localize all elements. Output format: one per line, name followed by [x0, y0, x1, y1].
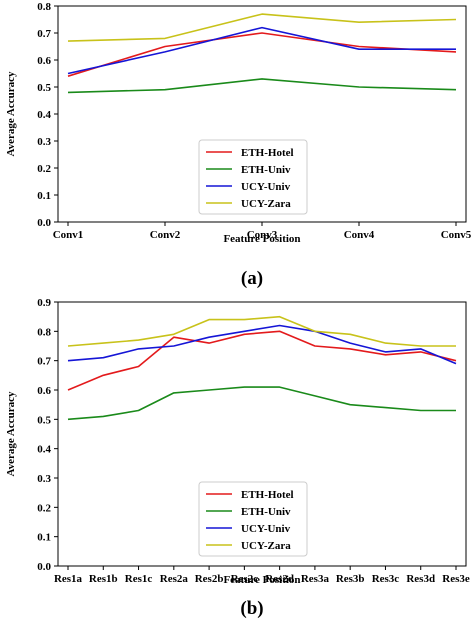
y-tick-label: 0.5: [37, 414, 51, 426]
y-tick-label: 0.7: [37, 356, 51, 368]
x-tick-label: Conv2: [150, 229, 181, 241]
series-line-ucy-univ: [67, 324, 457, 365]
chart-panel-1: 0.0 0.1 0.2 0.3 0.4 0.5 0.6 0.7 0.8 0.9 Res1a Res1b…: [5, 297, 470, 619]
legend-label: ETH-Univ: [241, 506, 291, 518]
legend-label: ETH-Hotel: [241, 147, 294, 159]
y-tick-label: 0.1: [37, 532, 51, 544]
y-tick-label: 0.8: [37, 1, 51, 13]
legend: ETH-Hotel ETH-Univ UCY-Univ UCY-Zara: [198, 481, 308, 557]
x-tick-label: Res2d: [265, 573, 294, 585]
y-tick-label: 0.0: [37, 561, 51, 573]
x-tick-label: Conv1: [53, 229, 84, 241]
chart-panel-0: 0.0 0.1 0.2 0.3 0.4 0.5 0.6 0.7 0.8 Conv1 Conv2 Con…: [5, 1, 472, 289]
legend-box: [198, 481, 308, 557]
legend-label: UCY-Univ: [241, 181, 291, 193]
y-tick-label: 0.4: [37, 109, 51, 121]
plot-frame: [57, 301, 467, 567]
y-tick-label: 0.0: [37, 217, 51, 229]
series-line-ucy-zara: [67, 13, 457, 42]
legend-box: [198, 139, 308, 215]
x-tick-label: Res1c: [125, 573, 153, 585]
y-tick-label: 0.3: [37, 136, 51, 148]
x-tick-label: Res3b: [336, 573, 365, 585]
series-line-ucy-univ: [67, 26, 456, 75]
y-tick-label: 0.2: [37, 163, 51, 175]
x-tick-label: Res3c: [372, 573, 400, 585]
x-tick-label: Res3d: [406, 573, 435, 585]
panel-label: (a): [241, 268, 263, 289]
y-axis-label: Average Accuracy: [5, 71, 17, 157]
x-tick-label: Res1a: [54, 573, 83, 585]
y-tick-label: 0.7: [37, 28, 51, 40]
series-line-eth-hotel: [67, 32, 457, 77]
legend-label: ETH-Hotel: [241, 489, 294, 501]
series-line-eth-hotel: [67, 330, 457, 391]
x-axis-label: Feature Position: [223, 574, 300, 586]
y-tick-label: 0.4: [37, 444, 51, 456]
x-tick-label: Res3e: [442, 573, 470, 585]
x-tick-label: Res2b: [195, 573, 224, 585]
panel-label: (b): [240, 598, 263, 619]
x-tick-label: Res2a: [160, 573, 189, 585]
legend-label: UCY-Zara: [241, 198, 291, 210]
y-tick-label: 0.3: [37, 473, 51, 485]
x-tick-label: Conv5: [441, 229, 472, 241]
legend-label: UCY-Univ: [241, 523, 291, 535]
legend-label: UCY-Zara: [241, 540, 291, 552]
x-tick-label: Conv3: [247, 229, 278, 241]
x-tick-label: Res3a: [301, 573, 330, 585]
x-axis-label: Feature Position: [223, 233, 300, 245]
y-tick-label: 0.2: [37, 502, 51, 514]
series-line-eth-univ: [67, 386, 456, 421]
x-tick-label: Conv4: [344, 229, 375, 241]
x-tick-label: Res1b: [89, 573, 118, 585]
x-tick-label: Res2c: [231, 573, 259, 585]
legend-label: ETH-Univ: [241, 164, 291, 176]
y-tick-label: 0.5: [37, 82, 51, 94]
series-line-ucy-zara: [67, 315, 456, 347]
y-tick-label: 0.9: [37, 297, 51, 309]
y-tick-label: 0.6: [37, 55, 51, 67]
y-tick-label: 0.6: [37, 385, 51, 397]
series-line-eth-univ: [67, 78, 457, 94]
y-tick-label: 0.8: [37, 326, 51, 338]
y-tick-label: 0.1: [37, 190, 51, 202]
y-axis-label: Average Accuracy: [5, 391, 17, 477]
legend: ETH-Hotel ETH-Univ UCY-Univ UCY-Zara: [198, 139, 308, 215]
